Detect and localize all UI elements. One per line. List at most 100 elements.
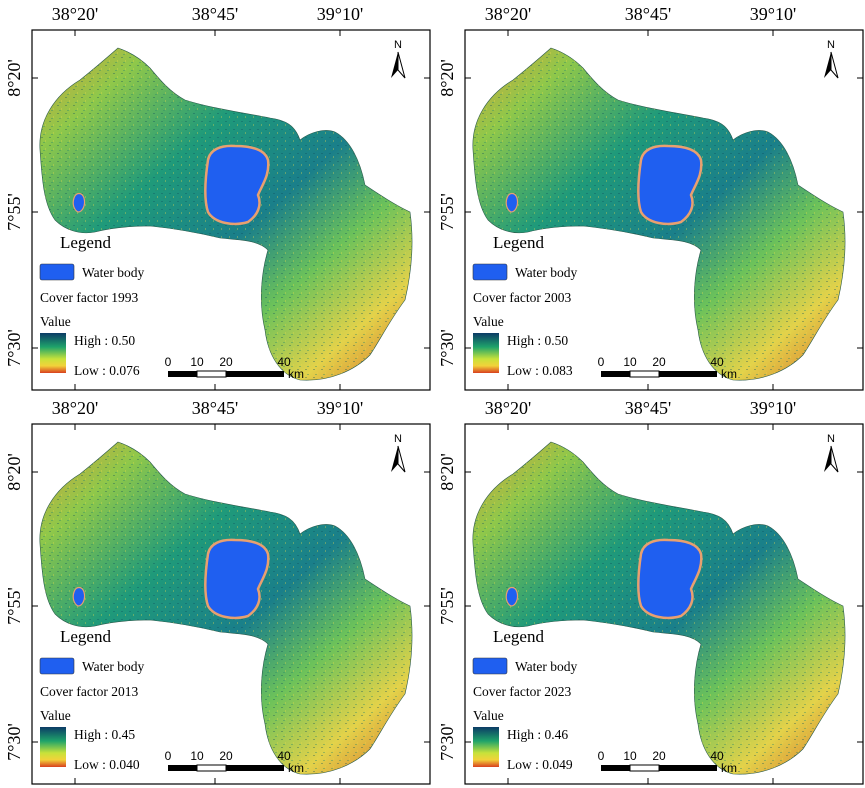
map-figure: 38°20' 38°45' 39°10' 8°20' 7°55' 7°30' N Legend… (437, 4, 864, 391)
map-panel: 38°20' 38°45' 39°10' 8°20' 7°55' 7°30' N Legend… (433, 394, 865, 788)
latitude-label: 7°55' (437, 193, 457, 230)
latitude-label: 8°20' (4, 59, 24, 96)
lake-water-body (204, 144, 270, 226)
svg-text:10: 10 (190, 749, 204, 763)
water-body-swatch (39, 657, 75, 675)
value-color-ramp (473, 727, 499, 767)
longitude-label: 38°45' (625, 4, 671, 24)
water-body-swatch (472, 657, 508, 675)
svg-text:km: km (288, 367, 304, 381)
svg-text:0: 0 (598, 355, 605, 369)
latitude-label: 7°30' (437, 723, 457, 760)
north-arrow-icon: N (824, 39, 839, 79)
value-color-ramp (40, 333, 66, 373)
svg-text:10: 10 (623, 749, 637, 763)
low-value-label: Low : 0.040 (74, 757, 140, 772)
longitude-label: 38°20' (485, 4, 531, 24)
latitude-label: 7°30' (4, 329, 24, 366)
north-arrow-icon: N (391, 39, 406, 79)
high-value-label: High : 0.45 (74, 727, 135, 742)
svg-text:N: N (394, 39, 402, 51)
low-value-label: Low : 0.083 (507, 363, 573, 378)
svg-text:20: 20 (652, 749, 666, 763)
svg-text:Value: Value (40, 708, 71, 723)
legend: Legend Water body Cover factor 2003 ValueHi… (472, 233, 578, 378)
latitude-label: 7°55' (4, 587, 24, 624)
water-body-swatch (472, 263, 508, 281)
svg-text:40: 40 (277, 749, 291, 763)
longitude-label: 39°10' (317, 4, 363, 24)
longitude-label: 38°45' (192, 398, 238, 418)
svg-text:N: N (394, 433, 402, 445)
high-value-label: High : 0.50 (507, 333, 568, 348)
svg-text:20: 20 (652, 355, 666, 369)
legend: Legend Water body Cover factor 1993 ValueHi… (39, 233, 145, 378)
latitude-label: 7°30' (4, 723, 24, 760)
north-arrow-icon: N (824, 433, 839, 473)
legend: Legend Water body Cover factor 2023 ValueHi… (472, 627, 578, 772)
map-panel: 38°20' 38°45' 39°10' 8°20' 7°55' 7°30' N Legend… (0, 394, 432, 788)
longitude-label: 38°20' (485, 398, 531, 418)
longitude-label: 38°45' (192, 4, 238, 24)
svg-text:Legend: Legend (493, 627, 544, 646)
svg-text:Water body: Water body (515, 265, 578, 280)
svg-text:Value: Value (473, 314, 504, 329)
latitude-label: 8°20' (4, 453, 24, 490)
svg-text:0: 0 (165, 749, 172, 763)
svg-text:Water body: Water body (82, 659, 145, 674)
svg-text:Legend: Legend (60, 627, 111, 646)
longitude-label: 38°20' (52, 4, 98, 24)
value-color-ramp (40, 727, 66, 767)
latitude-label: 7°30' (437, 329, 457, 366)
map-figure: 38°20' 38°45' 39°10' 8°20' 7°55' 7°30' N Legend… (4, 4, 431, 391)
svg-text:Legend: Legend (493, 233, 544, 252)
value-color-ramp (473, 333, 499, 373)
map-figure: 38°20' 38°45' 39°10' 8°20' 7°55' 7°30' N Legend… (437, 398, 864, 785)
latitude-label: 7°55' (4, 193, 24, 230)
legend: Legend Water body Cover factor 2013 ValueHi… (39, 627, 145, 772)
svg-text:40: 40 (277, 355, 291, 369)
cover-factor-label: Cover factor 2013 (40, 684, 138, 699)
latitude-label: 7°55' (437, 587, 457, 624)
map-figure: 38°20' 38°45' 39°10' 8°20' 7°55' 7°30' N Legend… (4, 398, 431, 785)
svg-text:40: 40 (710, 749, 724, 763)
svg-text:Value: Value (40, 314, 71, 329)
longitude-label: 39°10' (750, 398, 796, 418)
svg-text:Value: Value (473, 708, 504, 723)
svg-text:Legend: Legend (60, 233, 111, 252)
cover-factor-raster (39, 47, 413, 381)
lake-water-body (637, 538, 703, 620)
cover-factor-label: Cover factor 2003 (473, 290, 571, 305)
svg-text:10: 10 (623, 355, 637, 369)
svg-text:20: 20 (219, 355, 233, 369)
svg-text:N: N (827, 39, 835, 51)
svg-text:km: km (721, 367, 737, 381)
longitude-label: 39°10' (317, 398, 363, 418)
latitude-label: 8°20' (437, 59, 457, 96)
longitude-label: 39°10' (750, 4, 796, 24)
lake-water-body (637, 144, 703, 226)
cover-factor-label: Cover factor 1993 (40, 290, 138, 305)
longitude-label: 38°20' (52, 398, 98, 418)
map-panel: 38°20' 38°45' 39°10' 8°20' 7°55' 7°30' N Legend… (433, 0, 865, 394)
svg-text:20: 20 (219, 749, 233, 763)
svg-text:N: N (827, 433, 835, 445)
svg-text:10: 10 (190, 355, 204, 369)
water-body-swatch (39, 263, 75, 281)
longitude-label: 38°45' (625, 398, 671, 418)
svg-text:0: 0 (165, 355, 172, 369)
high-value-label: High : 0.50 (74, 333, 135, 348)
cover-factor-label: Cover factor 2023 (473, 684, 571, 699)
svg-text:km: km (288, 761, 304, 775)
svg-text:km: km (721, 761, 737, 775)
svg-text:0: 0 (598, 749, 605, 763)
cover-factor-raster (39, 441, 413, 775)
lake-water-body (204, 538, 270, 620)
svg-text:Water body: Water body (82, 265, 145, 280)
high-value-label: High : 0.46 (507, 727, 568, 742)
cover-factor-raster (472, 441, 846, 775)
